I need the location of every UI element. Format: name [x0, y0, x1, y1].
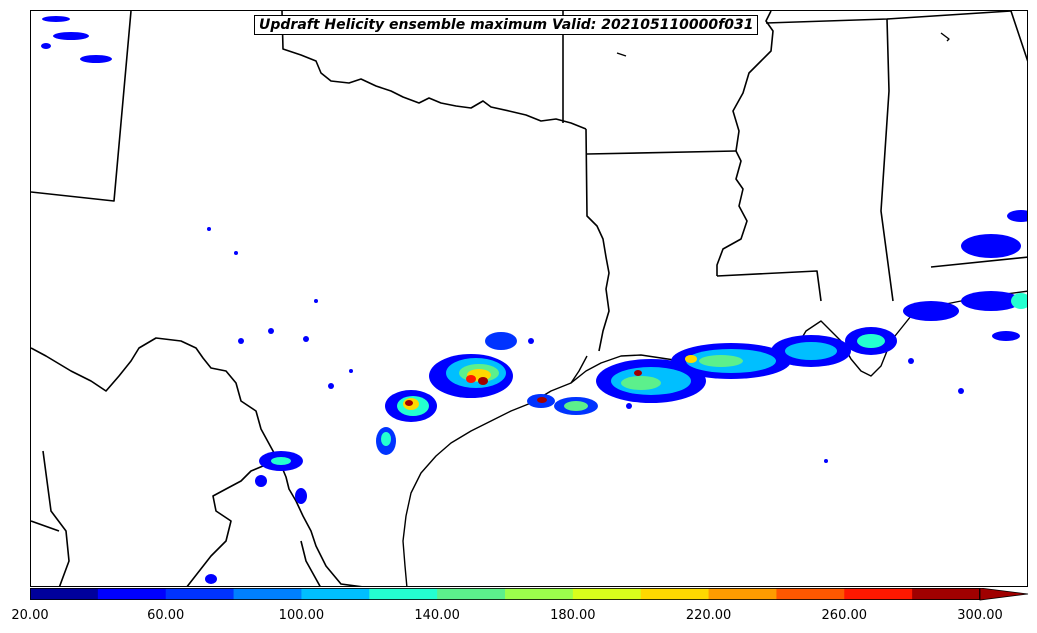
colorbar-segment: [97, 588, 167, 600]
colorbar-segment: [640, 588, 710, 600]
colorbar-tick-label: 260.00: [821, 608, 868, 623]
helicity-field: [41, 16, 1027, 584]
map-title: Updraft Helicity ensemble maximum Valid:…: [254, 15, 759, 35]
colorbar-segment: [776, 588, 845, 600]
colorbar-tick-label: 60.00: [147, 608, 185, 623]
colorbar-segment: [165, 588, 235, 600]
colorbar-segment: [233, 588, 302, 600]
colorbar-tick-label: 100.00: [278, 608, 325, 623]
colorbar-segment: [437, 588, 506, 600]
colorbar-tick-label: 140.00: [414, 608, 460, 623]
colorbar-segment: [505, 588, 574, 600]
colorbar-tick-label: 300.00: [957, 608, 1003, 623]
colorbar-segment: [369, 588, 438, 600]
colorbar-segment: [912, 588, 981, 600]
map-panel: [30, 10, 1028, 587]
colorbar-segment: [708, 588, 777, 600]
state-borders: [31, 11, 1027, 586]
colorbar-segment: [30, 588, 99, 600]
colorbar-segment: [844, 588, 913, 600]
colorbar-tick-label: 180.00: [550, 608, 596, 623]
colorbar-segment: [572, 588, 642, 600]
colorbar-outline: [30, 588, 980, 600]
colorbar-extend-arrow: [979, 588, 1029, 601]
colorbar: [30, 588, 1029, 601]
colorbar-segment: [301, 588, 370, 600]
map-canvas: [31, 11, 1027, 586]
colorbar-tick-label: 220.00: [685, 608, 732, 623]
colorbar-tick-label: 20.00: [11, 608, 49, 623]
colorbar-segments: [30, 588, 1029, 601]
